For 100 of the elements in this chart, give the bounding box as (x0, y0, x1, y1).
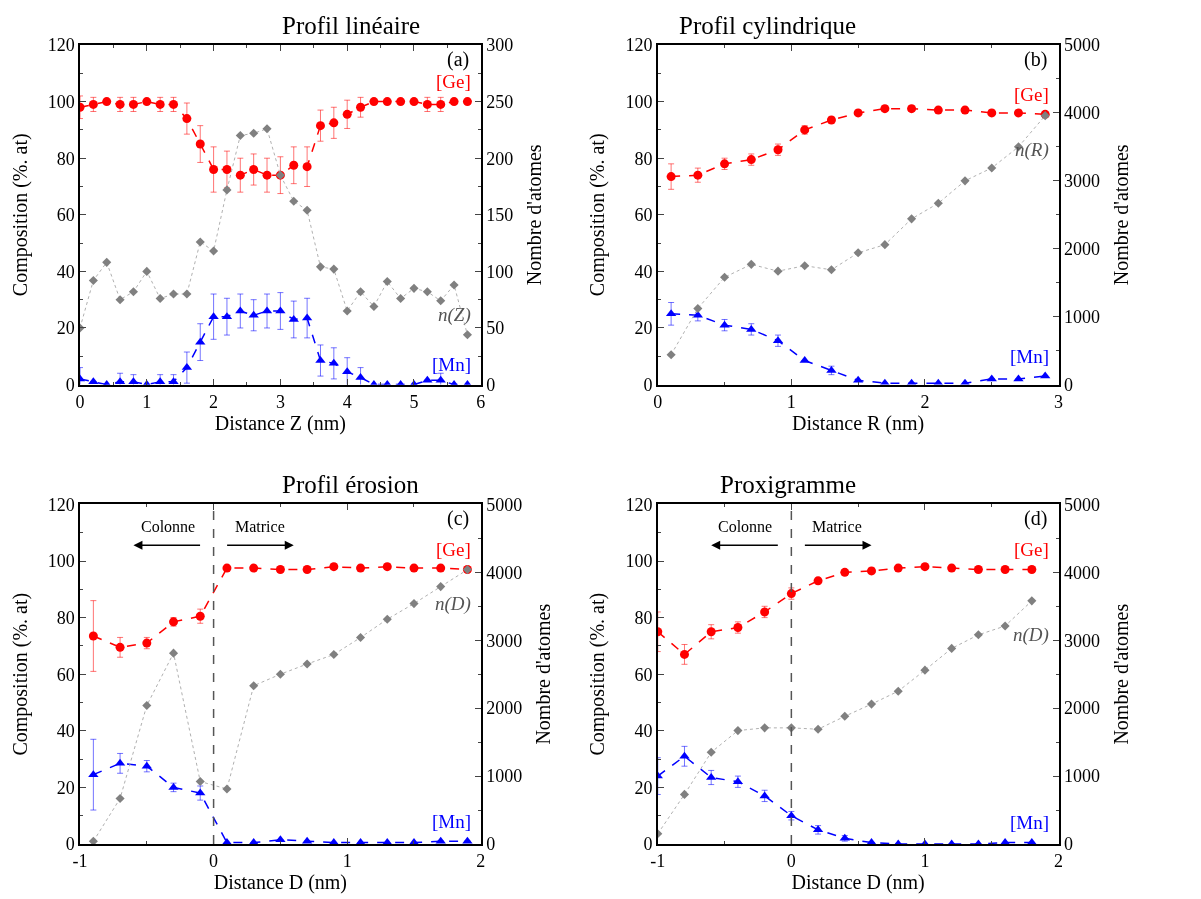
x-tick-label: 2 (476, 851, 486, 872)
x-axis-title: Distance D (nm) (791, 871, 925, 895)
y-tick-label: 80 (56, 607, 75, 628)
y-axis-title: Composition (%. at) (8, 133, 32, 297)
y-tick-label: 40 (56, 261, 75, 282)
series-label: [Mn] (1010, 812, 1050, 833)
series-label: n(Z) (438, 304, 471, 326)
chart-title: Profil cylindrique (679, 12, 857, 39)
y2-tick-label: 4000 (1063, 103, 1100, 124)
y-tick-label: 100 (625, 91, 653, 112)
y2-tick-label: 150 (486, 205, 514, 226)
y2-tick-label: 5000 (486, 494, 523, 515)
y2-tick-label: 1000 (1063, 306, 1100, 327)
y-tick-label: 100 (47, 91, 75, 112)
y2-tick-label: 3000 (1063, 630, 1100, 651)
y-tick-label: 80 (56, 148, 75, 169)
annotation: (c) (447, 507, 470, 530)
x-tick-label: 2 (209, 391, 219, 412)
y2-axis-title: Nombre d'atomes (523, 144, 546, 286)
y-tick-label: 20 (56, 777, 75, 798)
x-tick-label: 2 (1054, 851, 1064, 872)
y-tick-label: 60 (634, 664, 653, 685)
y-tick-label: 40 (634, 721, 653, 742)
y-tick-label: 0 (65, 374, 75, 395)
x-axis-title: Distance Z (nm) (214, 411, 346, 435)
x-tick-label: 3 (275, 391, 285, 412)
y-tick-label: 100 (625, 551, 653, 572)
x-tick-label: 0 (209, 851, 219, 872)
y-axis-title: Composition (%. at) (8, 592, 32, 756)
y-tick-label: 120 (625, 494, 653, 515)
y2-tick-label: 3000 (486, 630, 523, 651)
y2-tick-label: 300 (486, 35, 514, 56)
y2-tick-label: 5000 (1063, 494, 1100, 515)
series-label: [Ge] (1014, 539, 1049, 560)
y-tick-label: 20 (634, 318, 653, 339)
y-tick-label: 60 (56, 205, 75, 226)
x-axis-title: Distance R (nm) (792, 411, 925, 435)
chart-title: Profil linéaire (282, 12, 421, 39)
x-tick-label: 1 (786, 391, 796, 412)
y2-tick-label: 50 (486, 318, 505, 339)
y2-tick-label: 3000 (1063, 171, 1100, 192)
annotation: Colonne (141, 518, 196, 535)
y-tick-label: 60 (56, 664, 75, 685)
series-label: n(D) (1013, 624, 1049, 646)
y-axis-title: Composition (%. at) (586, 592, 610, 756)
y2-tick-label: 0 (1063, 374, 1073, 395)
series-label: [Mn] (432, 354, 472, 375)
x-tick-label: 3 (1054, 391, 1064, 412)
y2-tick-label: 0 (486, 834, 496, 855)
y2-axis-title: Nombre d'atomes (1109, 144, 1132, 286)
y-tick-label: 80 (634, 148, 653, 169)
x-tick-label: 6 (476, 391, 486, 412)
y2-tick-label: 2000 (486, 698, 523, 719)
y2-tick-label: 4000 (486, 562, 523, 583)
y2-tick-label: 1000 (1063, 766, 1100, 787)
y2-axis-title: Nombre d'atomes (532, 603, 555, 745)
y2-tick-label: 250 (486, 91, 514, 112)
series-label: [Mn] (1010, 346, 1050, 367)
y-tick-label: 120 (47, 35, 75, 56)
series-label: [Ge] (436, 71, 471, 92)
annotation: (d) (1024, 507, 1048, 530)
y-tick-label: 20 (634, 777, 653, 798)
y-axis-title: Composition (%. at) (586, 133, 610, 297)
y2-tick-label: 200 (486, 148, 514, 169)
series-label: n(R) (1015, 139, 1049, 161)
annotation: Matrice (812, 518, 862, 535)
y2-tick-label: 0 (486, 374, 496, 395)
annotation: Matrice (235, 518, 285, 535)
series-label: n(D) (435, 593, 471, 615)
y-tick-label: 40 (56, 721, 75, 742)
y2-tick-label: 2000 (1063, 239, 1100, 260)
x-tick-label: 0 (786, 851, 796, 872)
x-tick-label: 2 (920, 391, 930, 412)
y2-tick-label: 100 (486, 261, 514, 282)
y-tick-label: 100 (47, 551, 75, 572)
y2-tick-label: 2000 (1063, 698, 1100, 719)
x-axis-title: Distance D (nm) (213, 871, 348, 895)
y2-tick-label: 5000 (1063, 35, 1100, 56)
y-tick-label: 120 (625, 35, 653, 56)
x-tick-label: -1 (72, 851, 88, 872)
x-tick-label: 4 (342, 391, 352, 412)
y2-tick-label: 0 (1063, 834, 1073, 855)
chart-title: Proxigramme (720, 471, 857, 498)
y-tick-label: 0 (65, 834, 75, 855)
series-label: [Mn] (432, 811, 472, 832)
y-tick-label: 20 (56, 318, 75, 339)
y-tick-label: 60 (634, 205, 653, 226)
annotation: (b) (1024, 48, 1048, 71)
y2-tick-label: 4000 (1063, 562, 1100, 583)
y2-axis-title: Nombre d'atomes (1109, 603, 1132, 745)
y-tick-label: 0 (643, 374, 653, 395)
x-tick-label: 1 (342, 851, 352, 872)
x-tick-label: 1 (920, 851, 930, 872)
y-tick-label: 40 (634, 261, 653, 282)
series-label: [Ge] (1014, 84, 1049, 105)
x-tick-label: 1 (142, 391, 152, 412)
x-tick-label: 5 (409, 391, 419, 412)
y-tick-label: 80 (634, 607, 653, 628)
y-tick-label: 0 (643, 834, 653, 855)
chart-title: Profil érosion (282, 471, 420, 498)
